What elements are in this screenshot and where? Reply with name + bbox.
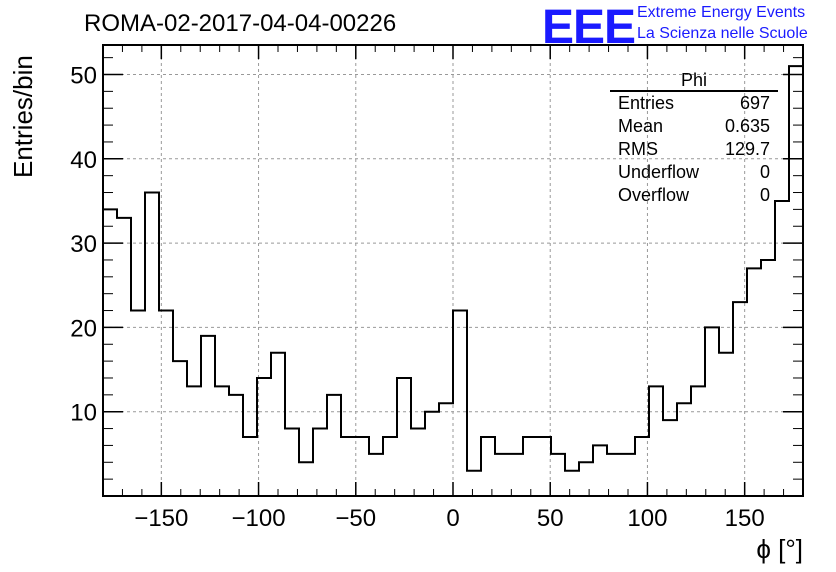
x-tick-label: −150 bbox=[134, 505, 188, 532]
x-tick-label: 50 bbox=[537, 505, 564, 532]
grid-lines bbox=[103, 45, 803, 496]
histogram-bin bbox=[761, 260, 775, 496]
histogram-bin bbox=[159, 311, 173, 496]
x-tick-label: 0 bbox=[446, 505, 459, 532]
histogram-bin bbox=[229, 395, 243, 496]
y-tick-label: 50 bbox=[70, 63, 97, 90]
tick-labels: −150 −100 −50 0 50 100 150 10 20 30 40 50 bbox=[70, 63, 764, 532]
histogram-bin bbox=[285, 429, 299, 496]
x-tick-label: 150 bbox=[725, 505, 765, 532]
stats-row-underflow: Underflow 0 bbox=[610, 161, 778, 184]
histogram-bin bbox=[327, 395, 341, 496]
histogram-bin bbox=[747, 268, 761, 496]
histogram-bin bbox=[411, 429, 425, 496]
histogram-bin bbox=[635, 437, 649, 496]
histogram-bin bbox=[313, 429, 327, 496]
histogram-bin bbox=[607, 454, 621, 496]
stats-label: Underflow bbox=[618, 162, 700, 182]
histogram-bin bbox=[397, 378, 411, 496]
histogram-bin bbox=[565, 471, 579, 496]
histogram-bin bbox=[383, 437, 397, 496]
histogram-bin bbox=[271, 353, 285, 496]
x-tick-label: −100 bbox=[232, 505, 286, 532]
stats-label: Overflow bbox=[618, 185, 690, 205]
histogram-bin bbox=[775, 201, 789, 496]
stats-box: Phi Entries 697 Mean 0.635 RMS 129.7 Und… bbox=[610, 70, 778, 207]
histogram-bin bbox=[537, 437, 551, 496]
stats-value: 0 bbox=[759, 162, 770, 182]
histogram-bin bbox=[481, 437, 495, 496]
axis-ticks bbox=[103, 45, 803, 496]
histogram-bin bbox=[173, 361, 187, 496]
histogram-bin bbox=[551, 454, 565, 496]
histogram-bin bbox=[299, 462, 313, 496]
stats-value: 697 bbox=[739, 93, 770, 113]
stats-value: 0 bbox=[759, 185, 770, 205]
histogram-bin bbox=[257, 378, 271, 496]
stats-row-overflow: Overflow 0 bbox=[610, 184, 778, 207]
y-tick-label: 40 bbox=[70, 147, 97, 174]
x-axis-label: ϕ [°] bbox=[756, 534, 803, 564]
stats-row-entries: Entries 697 bbox=[610, 92, 778, 115]
histogram-bin bbox=[705, 327, 719, 496]
stats-row-rms: RMS 129.7 bbox=[610, 138, 778, 161]
histogram-bin bbox=[789, 66, 803, 496]
plot-frame bbox=[102, 44, 804, 497]
histogram-bin bbox=[691, 386, 705, 496]
histogram-outline bbox=[102, 65, 804, 496]
histogram-bin bbox=[243, 437, 257, 496]
histogram-bin bbox=[103, 209, 117, 496]
y-tick-label: 30 bbox=[70, 231, 97, 258]
histogram-bin bbox=[201, 336, 215, 496]
logo-line-1: Extreme Energy Events bbox=[637, 4, 806, 21]
histogram-bin bbox=[649, 386, 663, 496]
histogram-bin bbox=[495, 454, 509, 496]
histogram-bin bbox=[509, 454, 523, 496]
histogram-bin bbox=[467, 471, 481, 496]
histogram-bin bbox=[579, 462, 593, 496]
histogram-bin bbox=[719, 353, 733, 496]
y-tick-label: 10 bbox=[70, 400, 97, 427]
histogram-bin bbox=[593, 445, 607, 496]
y-tick-label: 20 bbox=[70, 315, 97, 342]
histogram-bin bbox=[117, 218, 131, 496]
stats-value: 129.7 bbox=[724, 139, 770, 159]
histogram-bin bbox=[523, 437, 537, 496]
stats-label: RMS bbox=[618, 139, 658, 159]
histogram-bin bbox=[187, 386, 201, 496]
histogram-bin bbox=[621, 454, 635, 496]
y-axis-label: Entries/bin bbox=[8, 55, 38, 178]
histogram-bin bbox=[145, 193, 159, 496]
histogram-bin bbox=[355, 437, 369, 496]
histogram-bin bbox=[425, 412, 439, 496]
histogram-bin bbox=[663, 420, 677, 496]
stats-label: Entries bbox=[618, 93, 675, 113]
logo-line-2: La Scienza nelle Scuole bbox=[637, 25, 808, 42]
histogram-bin bbox=[733, 302, 747, 496]
histogram-bin bbox=[341, 437, 355, 496]
histogram-bin bbox=[369, 454, 383, 496]
histogram-bin bbox=[131, 311, 145, 496]
eee-logo: EEE bbox=[542, 1, 636, 54]
histogram-bin bbox=[677, 403, 691, 496]
stats-row-mean: Mean 0.635 bbox=[610, 115, 778, 138]
stats-label: Mean bbox=[618, 116, 664, 136]
histogram-bin bbox=[439, 403, 453, 496]
histogram-bin bbox=[215, 386, 229, 496]
x-tick-label: −50 bbox=[335, 505, 376, 532]
run-title: ROMA-02-2017-04-04-00226 bbox=[84, 10, 397, 37]
x-tick-label: 100 bbox=[627, 505, 667, 532]
histogram-bin bbox=[453, 311, 467, 496]
stats-title: Phi bbox=[610, 70, 778, 92]
stats-value: 0.635 bbox=[724, 116, 770, 136]
